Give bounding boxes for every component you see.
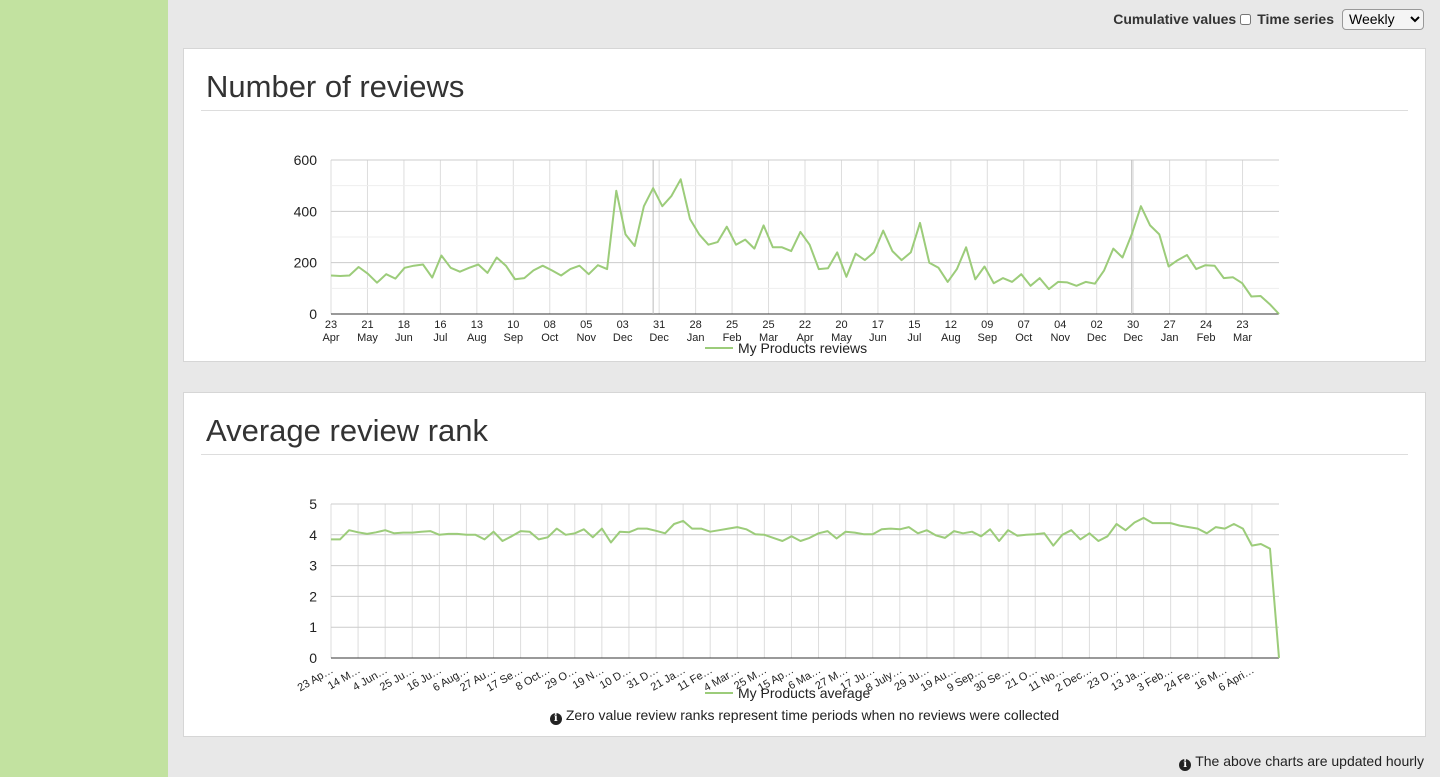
x-tick-label-day: 16 — [434, 319, 446, 331]
x-tick-label-month: Feb — [723, 332, 742, 344]
x-tick-label-day: 07 — [1018, 319, 1030, 331]
legend-label: My Products reviews — [738, 340, 867, 356]
x-tick-label-month: Dec — [649, 332, 669, 344]
x-tick-label-month: Sep — [504, 332, 524, 344]
series-line — [330, 178, 1280, 315]
x-tick-label-day: 08 — [544, 319, 556, 331]
zero-rank-note: i Zero value review ranks represent time … — [184, 707, 1425, 725]
rank-chart-title: Average review rank — [206, 413, 489, 448]
x-tick-label-month: Aug — [941, 332, 961, 344]
x-tick-label-month: Apr — [796, 332, 813, 344]
x-tick-label-day: 05 — [580, 319, 592, 331]
x-tick-label-day: 22 — [799, 319, 811, 331]
x-tick-label-day: 28 — [689, 319, 701, 331]
x-tick-label-day: 13 — [471, 319, 483, 331]
x-tick-label-month: Nov — [576, 332, 596, 344]
x-tick-label-month: Jun — [395, 332, 413, 344]
reviews-line-chart: 020040060023Apr21May18Jun16Jul13Aug10Sep… — [294, 152, 1280, 356]
y-tick-label: 2 — [309, 588, 317, 604]
x-tick-label-month: Apr — [322, 332, 339, 344]
x-tick-label-month: Feb — [1197, 332, 1216, 344]
x-tick-label-day: 31 — [653, 319, 665, 331]
x-tick-label-month: Dec — [613, 332, 633, 344]
reviews-chart-title: Number of reviews — [206, 69, 465, 104]
x-tick-label-day: 20 — [835, 319, 847, 331]
x-tick-label-month: Aug — [467, 332, 487, 344]
rank-chart-panel: Average review rank 0 1 2 3 4 5 23 Ap… 14 M… 4 J… — [183, 392, 1426, 737]
x-tick-label-month: Mar — [759, 332, 778, 344]
y-tick-label: 400 — [294, 203, 318, 219]
x-tick-label-day: 17 — [872, 319, 884, 331]
x-tick-label-month: Mar — [1233, 332, 1252, 344]
cumulative-values-checkbox[interactable] — [1240, 13, 1252, 25]
zero-rank-note-text: Zero value review ranks represent time p… — [565, 707, 1060, 723]
x-tick-label-day: 03 — [617, 319, 629, 331]
x-tick-label-month: Jul — [907, 332, 921, 344]
x-tick-label-month: Sep — [978, 332, 998, 344]
x-tick-label-day: 21 — [361, 319, 373, 331]
x-tick-label-month: May — [831, 332, 852, 344]
time-series-select[interactable]: Weekly — [1342, 8, 1424, 30]
x-tick-label-day: 04 — [1054, 319, 1066, 331]
info-circle-icon: i — [1179, 759, 1192, 771]
cumulative-values-label[interactable]: Cumulative values — [1113, 11, 1237, 27]
x-tick-label-day: 18 — [398, 319, 410, 331]
title-divider — [201, 110, 1408, 111]
x-tick-label-day: 10 — [507, 319, 519, 331]
y-tick-label: 200 — [294, 255, 318, 271]
y-tick-label: 1 — [309, 619, 317, 635]
x-tick-label-day: 23 — [1236, 319, 1248, 331]
y-tick-label: 600 — [294, 152, 318, 168]
x-tick-label-day: 09 — [981, 319, 993, 331]
x-tick-label-day: 15 — [908, 319, 920, 331]
x-tick-label-day: 30 — [1127, 319, 1139, 331]
series-line — [331, 516, 1280, 659]
y-tick-label: 5 — [309, 496, 317, 512]
y-tick-label: 0 — [309, 650, 317, 666]
x-tick-label-day: 24 — [1200, 319, 1212, 331]
x-tick-label-month: Jan — [1161, 332, 1179, 344]
x-tick-label-day: 02 — [1091, 319, 1103, 331]
x-tick-label-month: Oct — [1015, 332, 1032, 344]
info-circle-icon: i — [549, 713, 562, 725]
y-tick-label: 3 — [309, 558, 317, 574]
legend-label: My Products average — [738, 685, 870, 701]
y-tick-label: 0 — [309, 306, 317, 322]
x-tick-label-day: 27 — [1163, 319, 1175, 331]
x-tick-label-month: Dec — [1087, 332, 1107, 344]
x-tick-label-month: Jun — [869, 332, 887, 344]
title-divider — [201, 454, 1408, 455]
x-tick-label-day: 25 — [762, 319, 774, 331]
x-tick-label-day: 12 — [945, 319, 957, 331]
reviews-chart-panel: Number of reviews 0 200 400 600 23 Apr 21 May 18… — [183, 48, 1426, 362]
x-tick-label-month: Jan — [687, 332, 705, 344]
chart-controls: Cumulative values Time series Weekly — [1113, 8, 1424, 30]
y-tick-label: 4 — [309, 527, 317, 543]
x-tick-label-day: 23 — [325, 319, 337, 331]
update-frequency-text: The above charts are updated hourly — [1195, 753, 1424, 769]
update-frequency-note: i The above charts are updated hourly — [1179, 753, 1424, 771]
x-tick-label-month: Oct — [541, 332, 558, 344]
x-tick-label-month: Nov — [1050, 332, 1070, 344]
x-tick-label-month: Dec — [1123, 332, 1143, 344]
x-tick-label-day: 25 — [726, 319, 738, 331]
x-tick-label-month: Jul — [433, 332, 447, 344]
sidebar — [0, 0, 168, 777]
time-series-label: Time series — [1257, 11, 1334, 27]
x-tick-label-month: May — [357, 332, 378, 344]
